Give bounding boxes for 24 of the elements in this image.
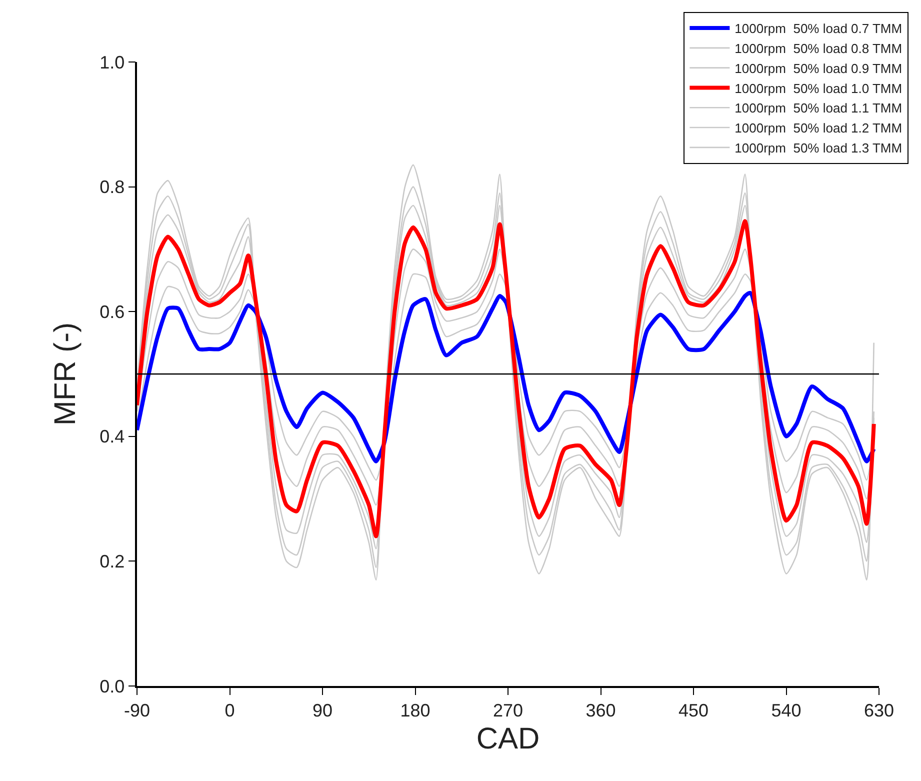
y-tick-label: 0.2 [100,552,125,572]
y-tick-label: 0.4 [100,426,125,447]
legend-label: 1000rpm 50% load 1.3 TMM [734,140,902,156]
y-tick-label: 0.8 [100,177,125,198]
x-tick-label: 180 [400,700,430,720]
y-tick-label: 0.0 [100,676,125,696]
x-tick-label: 0 [224,700,235,720]
x-tick-label: 270 [492,700,524,720]
y-tick-label: 0.6 [100,302,125,322]
y-axis-title: MFR (-) [49,322,82,426]
legend-label: 1000rpm 50% load 0.9 TMM [734,60,902,76]
y-tick-label: 1.0 [100,52,125,72]
legend-label: 1000rpm 50% load 1.1 TMM [734,100,902,116]
legend-label: 1000rpm 50% load 1.0 TMM [734,80,902,96]
legend-label: 1000rpm 50% load 0.7 TMM [734,21,902,36]
x-tick-label: -90 [124,700,150,720]
x-tick-label: 90 [312,700,333,720]
x-axis-title: CAD [476,722,540,756]
x-tick-label: 630 [864,700,894,720]
x-tick-label: 450 [678,700,709,720]
legend-label: 1000rpm 50% load 1.2 TMM [734,120,902,136]
legend-label: 1000rpm 50% load 0.8 TMM [734,41,902,56]
x-tick-label: 360 [586,700,616,720]
x-tick-label: 540 [771,700,802,720]
